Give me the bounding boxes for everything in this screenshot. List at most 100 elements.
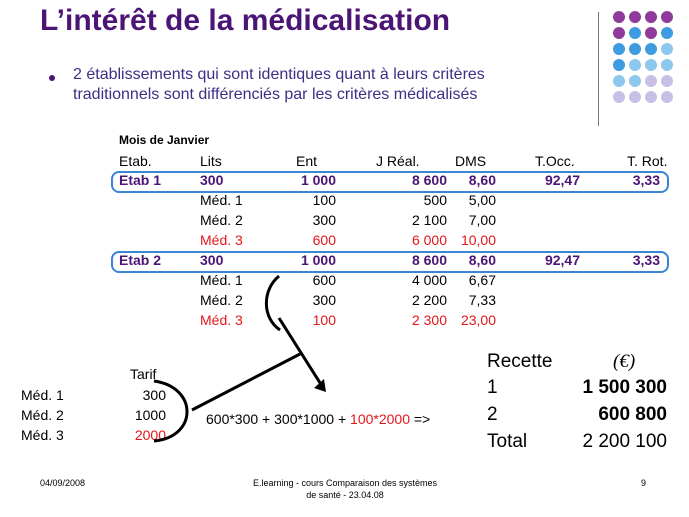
decorative-dot bbox=[645, 59, 657, 71]
cell-ent: 600 bbox=[312, 232, 336, 248]
bullet-text-line-1: 2 établissements qui sont identiques qua… bbox=[73, 66, 485, 83]
cell-jreal: 8 600 bbox=[411, 172, 447, 188]
recette-header: Recette bbox=[487, 351, 553, 372]
arrow-line bbox=[277, 317, 324, 387]
formula-part-1: 600*300 + 300*1000 + bbox=[206, 411, 351, 427]
decorative-dot bbox=[645, 91, 657, 103]
cell-tocc: 92,47 bbox=[544, 252, 580, 268]
cell-jreal: 500 bbox=[423, 192, 447, 208]
decorative-dot bbox=[661, 27, 673, 39]
decorative-dot bbox=[629, 75, 641, 87]
tarif-value: 1000 bbox=[134, 407, 166, 423]
cell-dms: 6,67 bbox=[468, 272, 496, 288]
decorative-dot bbox=[661, 11, 673, 23]
decorative-dot bbox=[629, 43, 641, 55]
decorative-dot bbox=[613, 75, 625, 87]
table-column-header: J Réal. bbox=[376, 153, 420, 169]
cell-trot: 3,33 bbox=[632, 172, 660, 188]
recette-label: Total bbox=[487, 431, 528, 452]
cell-lits: Méd. 2 bbox=[200, 212, 243, 228]
decorative-dot bbox=[613, 27, 625, 39]
cell-dms: 5,00 bbox=[468, 192, 496, 208]
cell-etab: Etab 2 bbox=[119, 252, 162, 268]
cell-etab: Etab 1 bbox=[119, 172, 162, 188]
bullet-text-line-2: traditionnels sont différenciés par les … bbox=[73, 86, 478, 103]
recette-value: 1 500 300 bbox=[582, 377, 667, 398]
footer-center-line-2: de santé - 23.04.08 bbox=[306, 490, 384, 500]
bracket-curve-left bbox=[153, 379, 189, 443]
divider-line bbox=[598, 12, 599, 126]
cell-lits: Méd. 3 bbox=[200, 312, 243, 328]
calculation-formula: 600*300 + 300*1000 + 100*2000 => bbox=[206, 411, 430, 427]
recette-value: 600 800 bbox=[598, 404, 667, 425]
decorative-dot bbox=[661, 75, 673, 87]
decorative-dot bbox=[645, 75, 657, 87]
decorative-dot bbox=[661, 59, 673, 71]
cell-dms: 8,60 bbox=[468, 172, 496, 188]
cell-jreal: 6 000 bbox=[411, 232, 447, 248]
table-column-header: T.Occ. bbox=[535, 153, 575, 169]
table-month-label: Mois de Janvier bbox=[119, 133, 210, 147]
bullet-dot bbox=[49, 75, 55, 81]
arrowhead bbox=[314, 379, 326, 392]
cell-dms: 10,00 bbox=[460, 232, 496, 248]
cell-dms: 7,33 bbox=[468, 292, 496, 308]
cell-ent: 600 bbox=[312, 272, 336, 288]
formula-part-2: 100*2000 bbox=[350, 411, 410, 427]
cell-ent: 1 000 bbox=[300, 172, 336, 188]
tarif-label: Méd. 2 bbox=[21, 407, 64, 423]
table-column-header: DMS bbox=[455, 153, 487, 169]
cell-dms: 8,60 bbox=[468, 252, 496, 268]
tarif-header: Tarif bbox=[130, 366, 157, 382]
tarif-label: Méd. 1 bbox=[21, 387, 64, 403]
decorative-dot bbox=[613, 91, 625, 103]
cell-ent: 100 bbox=[312, 312, 336, 328]
cell-ent: 1 000 bbox=[300, 252, 336, 268]
cell-lits: 300 bbox=[200, 252, 224, 268]
cell-lits: Méd. 1 bbox=[200, 272, 243, 288]
cell-trot: 3,33 bbox=[632, 252, 660, 268]
table-column-header: Etab. bbox=[119, 153, 152, 169]
cell-jreal: 8 600 bbox=[411, 252, 447, 268]
bracket-curve-right bbox=[264, 274, 281, 332]
decorative-dot bbox=[645, 43, 657, 55]
formula-part-3: => bbox=[409, 411, 431, 427]
cell-jreal: 2 300 bbox=[411, 312, 447, 328]
decorative-dot bbox=[629, 59, 641, 71]
recette-value: 2 200 100 bbox=[582, 431, 667, 452]
table-column-header: Ent bbox=[296, 153, 318, 169]
cell-jreal: 2 100 bbox=[411, 212, 447, 228]
decorative-dot bbox=[645, 27, 657, 39]
tarif-label: Méd. 3 bbox=[21, 427, 64, 443]
tarif-value: 300 bbox=[142, 387, 166, 403]
decorative-dot bbox=[629, 11, 641, 23]
cell-ent: 300 bbox=[312, 212, 336, 228]
cell-lits: Méd. 1 bbox=[200, 192, 243, 208]
etab2-highlight-box bbox=[111, 251, 669, 273]
recette-label: 1 bbox=[487, 377, 498, 398]
slide-title: L’intérêt de la médicalisation bbox=[40, 4, 451, 37]
table-column-header: T. Rot. bbox=[627, 153, 668, 169]
table-column-header: Lits bbox=[200, 153, 222, 169]
cell-jreal: 4 000 bbox=[411, 272, 447, 288]
decorative-dot bbox=[613, 11, 625, 23]
decorative-dot bbox=[645, 11, 657, 23]
cell-dms: 23,00 bbox=[460, 312, 496, 328]
recette-currency: (€) bbox=[613, 351, 636, 372]
cell-lits: Méd. 3 bbox=[200, 232, 243, 248]
tarif-connector-line bbox=[191, 352, 301, 412]
cell-lits: 300 bbox=[200, 172, 224, 188]
decorative-dot bbox=[661, 91, 673, 103]
decorative-dot bbox=[629, 91, 641, 103]
footer-center-line-1: E.learning - cours Comparaison des systè… bbox=[252, 478, 438, 488]
cell-ent: 100 bbox=[312, 192, 336, 208]
cell-tocc: 92,47 bbox=[544, 172, 580, 188]
decorative-dot bbox=[629, 27, 641, 39]
etab1-highlight-box bbox=[111, 171, 669, 193]
cell-jreal: 2 200 bbox=[411, 292, 447, 308]
cell-dms: 7,00 bbox=[468, 212, 496, 228]
cell-ent: 300 bbox=[312, 292, 336, 308]
cell-lits: Méd. 2 bbox=[200, 292, 243, 308]
recette-label: 2 bbox=[487, 404, 498, 425]
